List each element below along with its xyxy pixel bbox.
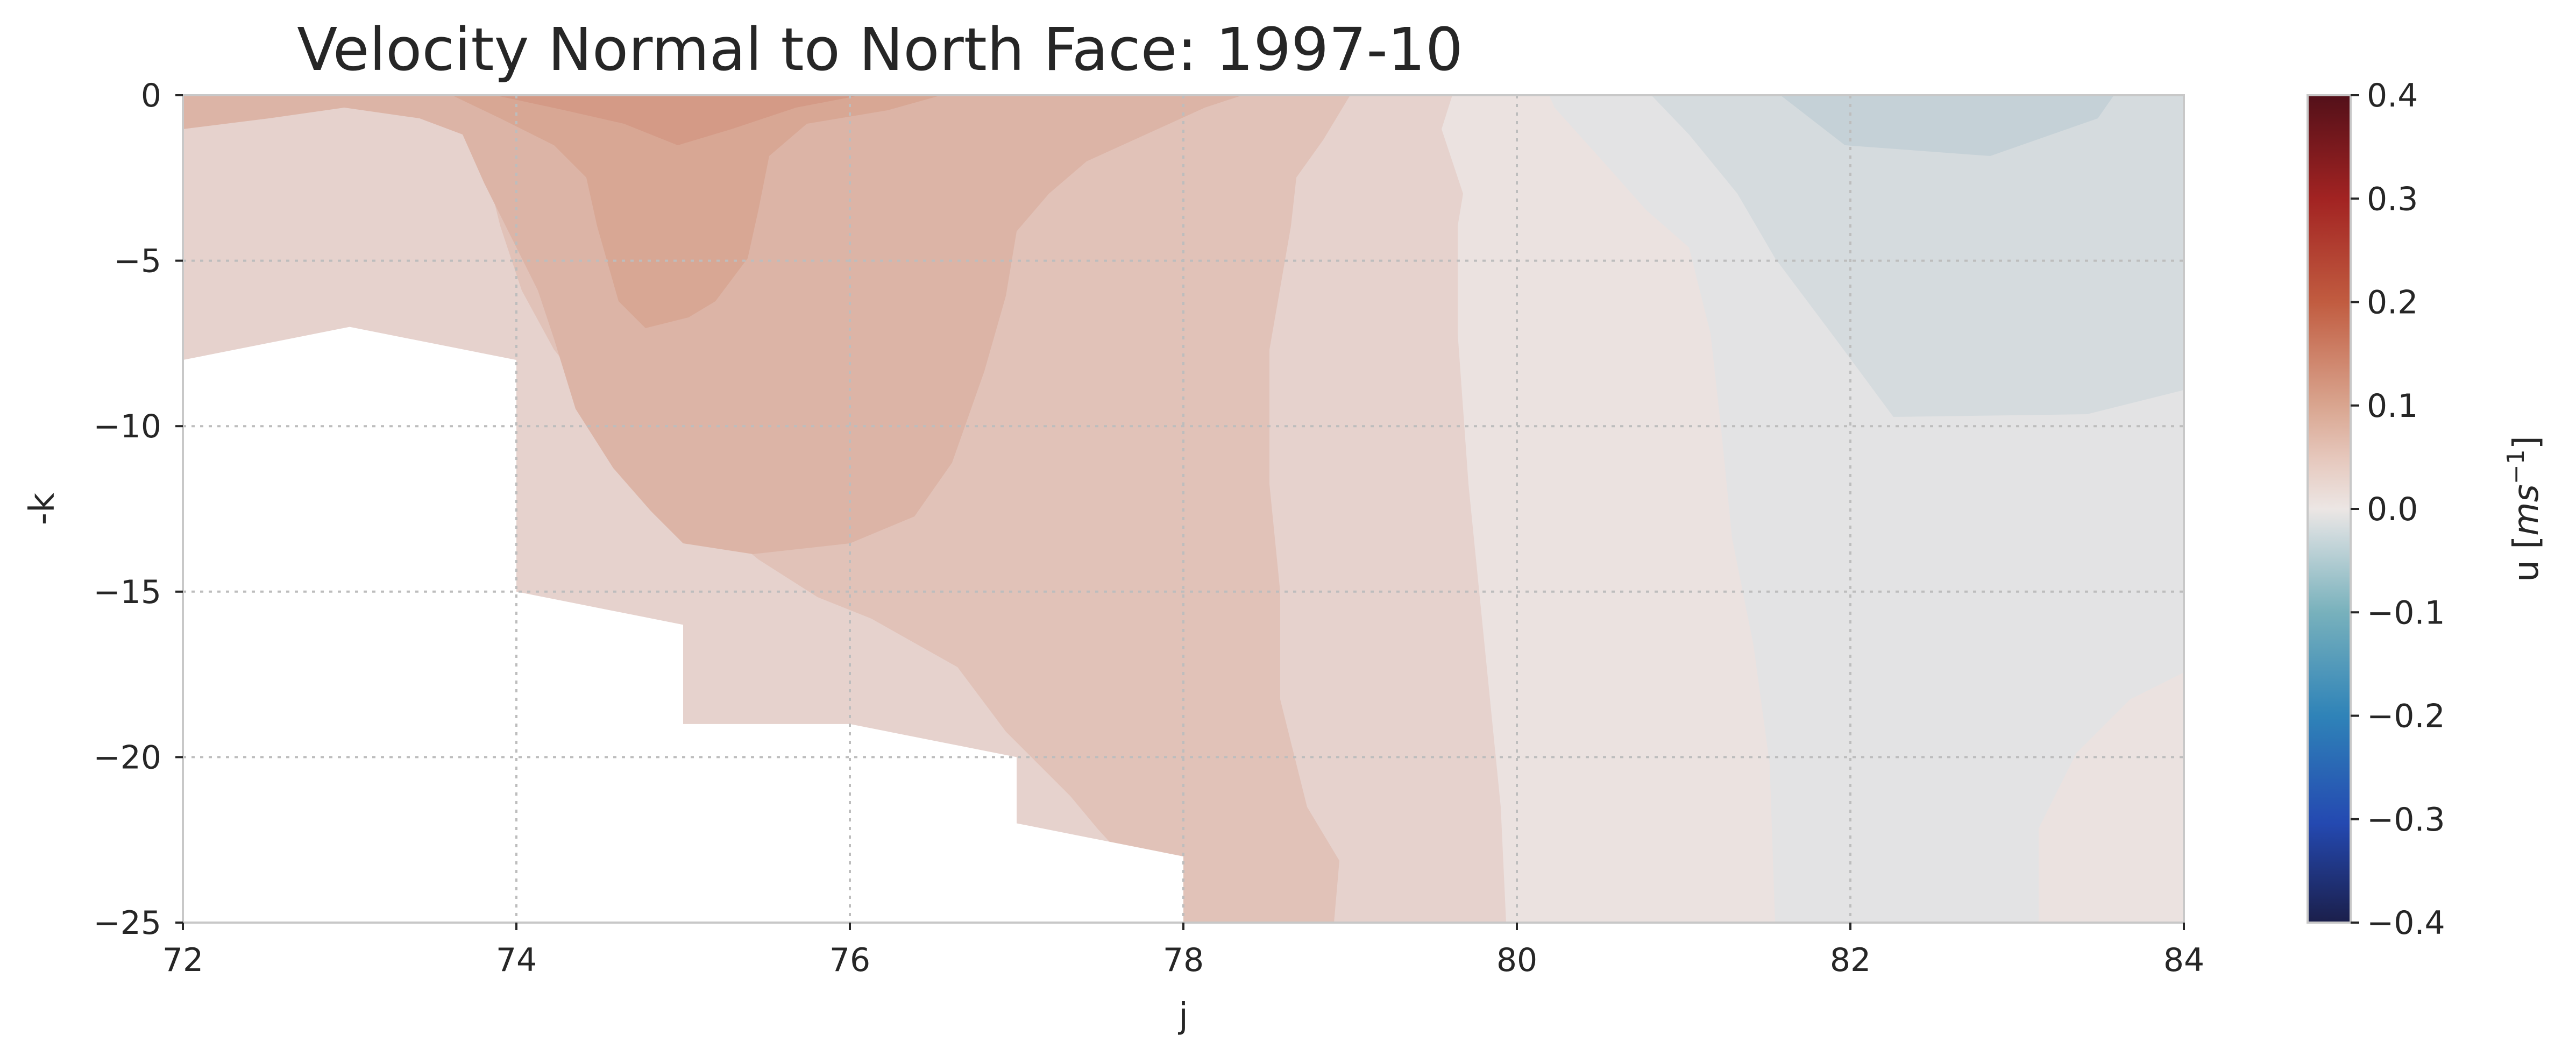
colorbar-tick-label: 0.2 [2367,284,2418,322]
y-tick-label: −20 [93,739,161,776]
x-tick-label: 78 [1163,941,1204,979]
colorbar-tick-label: −0.4 [2367,904,2445,942]
colorbar-label: u [ms−1] [2502,436,2546,582]
x-tick-label: 80 [1496,941,1537,979]
colorbar-tick-label: 0.1 [2367,387,2418,425]
colorbar-label-suffix: ] [2507,436,2546,449]
grid [183,95,2184,923]
colorbar-tick-label: −0.2 [2367,698,2445,735]
colorbar-label-math: ms [2507,484,2546,536]
contour-band [183,95,1243,554]
colorbar-tick-label: −0.3 [2367,801,2445,839]
chart-title: Velocity Normal to North Face: 1997-10 [297,15,1463,84]
colorbar: 0.4 0.3 0.2 0.1 0.0 −0.1 −0.2 −0.3 −0.4 [2307,77,2445,942]
bathymetry-mask [183,327,1183,923]
colorbar-label-exp: −1 [2502,449,2530,484]
y-tick-label: 0 [141,77,161,115]
x-axis-label: j [1177,996,1188,1036]
contour-band [1651,95,2184,417]
y-axis-label: -k [23,493,62,525]
contour-band [495,95,861,145]
x-tick-label: 74 [496,941,537,979]
colorbar-tick-label: 0.3 [2367,180,2418,218]
colorbar-gradient [2308,95,2351,923]
colorbar-tick-label: 0.4 [2367,77,2418,115]
contour-band [452,95,941,328]
x-tick-label: 76 [829,941,870,979]
y-tick-label: −25 [93,904,161,942]
colorbar-tick-label: 0.0 [2367,491,2418,528]
x-tick-label: 82 [1830,941,1871,979]
x-tick-label: 72 [162,941,203,979]
y-tick-label: −10 [93,408,161,445]
contour-band [1780,95,2114,156]
colorbar-label-prefix: u [ [2507,536,2546,582]
colorbar-tick-label: −0.1 [2367,594,2445,632]
contour-band [2039,672,2184,923]
axis-ticks: 72 74 76 78 80 82 84 0 −5 −10 −15 −20 −25 [93,77,2204,979]
x-tick-label: 84 [2163,941,2204,979]
y-tick-label: −5 [114,243,161,280]
y-tick-label: −15 [93,573,161,611]
